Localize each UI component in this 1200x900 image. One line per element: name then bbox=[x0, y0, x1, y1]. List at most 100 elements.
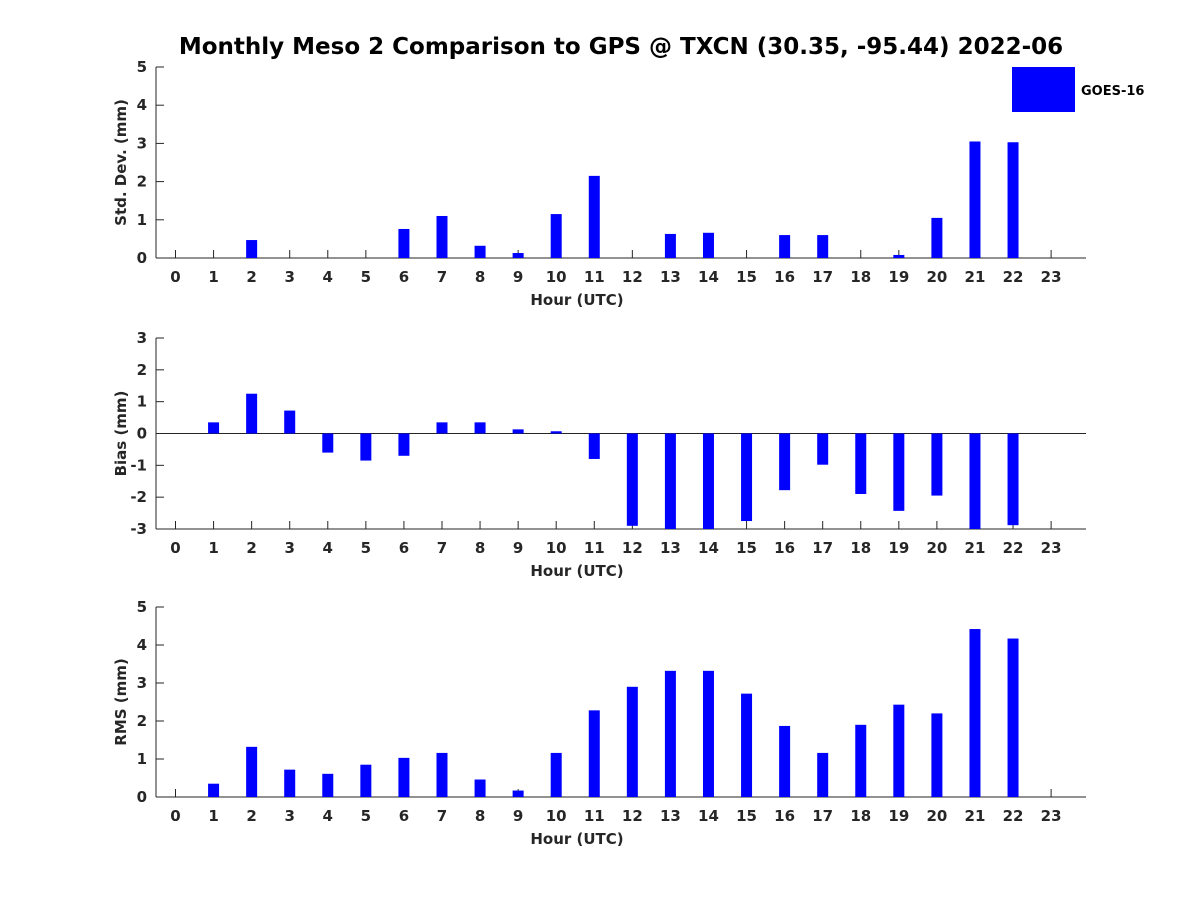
bar-hour-16 bbox=[779, 725, 791, 797]
x-tick-label: 13 bbox=[660, 807, 681, 825]
x-tick-label: 1 bbox=[208, 268, 218, 286]
x-tick-label: 0 bbox=[170, 807, 180, 825]
x-tick-label: 13 bbox=[660, 539, 681, 557]
bar-hour-9 bbox=[512, 790, 524, 797]
bar-hour-14 bbox=[702, 232, 714, 258]
x-tick-label: 17 bbox=[812, 268, 833, 286]
bar-hour-5 bbox=[360, 433, 372, 461]
y-tick-label: 0 bbox=[137, 788, 147, 806]
bar-hour-7 bbox=[436, 422, 448, 434]
bar-hour-8 bbox=[474, 779, 486, 797]
y-tick-label: 4 bbox=[137, 636, 147, 654]
bar-hour-6 bbox=[398, 228, 410, 258]
x-tick-label: 7 bbox=[437, 807, 447, 825]
chart-title: Monthly Meso 2 Comparison to GPS @ TXCN … bbox=[179, 34, 1063, 60]
bar-hour-11 bbox=[588, 175, 600, 258]
x-tick-label: 6 bbox=[399, 539, 409, 557]
x-tick-label: 20 bbox=[926, 268, 947, 286]
x-tick-label: 12 bbox=[622, 807, 643, 825]
y-tick-label: 1 bbox=[137, 393, 147, 411]
x-tick-label: 16 bbox=[774, 268, 795, 286]
legend-swatch bbox=[1012, 67, 1075, 112]
bar-hour-5 bbox=[360, 764, 372, 797]
x-tick-label: 15 bbox=[736, 268, 757, 286]
bar-hour-8 bbox=[474, 422, 486, 434]
x-tick-label: 3 bbox=[284, 539, 294, 557]
x-tick-label: 12 bbox=[622, 539, 643, 557]
x-tick-label: 6 bbox=[399, 807, 409, 825]
bar-hour-2 bbox=[246, 240, 258, 258]
x-tick-label: 19 bbox=[888, 539, 909, 557]
bar-hour-4 bbox=[322, 773, 334, 797]
bar-hour-19 bbox=[893, 433, 905, 511]
y-tick-label: -3 bbox=[130, 520, 147, 538]
bar-hour-13 bbox=[664, 670, 676, 797]
x-axis-label: Hour (UTC) bbox=[530, 562, 623, 580]
bar-hour-21 bbox=[969, 433, 981, 529]
bar-hour-10 bbox=[550, 752, 562, 797]
bar-hour-8 bbox=[474, 245, 486, 258]
bar-hour-20 bbox=[931, 433, 943, 496]
legend: GOES-16 bbox=[1012, 67, 1144, 112]
x-tick-label: 11 bbox=[584, 268, 605, 286]
x-tick-label: 4 bbox=[323, 268, 333, 286]
x-tick-label: 10 bbox=[546, 268, 567, 286]
y-tick-label: 3 bbox=[137, 134, 147, 152]
y-tick-label: 3 bbox=[137, 329, 147, 347]
bar-hour-10 bbox=[550, 214, 562, 258]
x-tick-label: 2 bbox=[246, 807, 256, 825]
x-tick-label: 14 bbox=[698, 268, 719, 286]
bar-hour-14 bbox=[702, 670, 714, 797]
bar-hour-19 bbox=[893, 254, 905, 258]
x-tick-label: 19 bbox=[888, 268, 909, 286]
bar-hour-11 bbox=[588, 433, 600, 459]
x-tick-label: 21 bbox=[965, 807, 986, 825]
x-tick-label: 23 bbox=[1041, 807, 1062, 825]
bar-hour-2 bbox=[246, 393, 258, 434]
x-tick-label: 18 bbox=[850, 268, 871, 286]
bar-hour-12 bbox=[626, 433, 638, 526]
bar-hour-18 bbox=[855, 724, 867, 797]
bar-hour-11 bbox=[588, 710, 600, 797]
bar-hour-21 bbox=[969, 629, 981, 797]
bar-hour-17 bbox=[817, 235, 829, 258]
bar-hour-14 bbox=[702, 433, 714, 529]
bar-hour-2 bbox=[246, 746, 258, 797]
x-tick-label: 12 bbox=[622, 268, 643, 286]
x-tick-label: 10 bbox=[546, 539, 567, 557]
bar-hour-13 bbox=[664, 433, 676, 529]
bar-hour-22 bbox=[1007, 433, 1019, 526]
x-tick-label: 4 bbox=[323, 807, 333, 825]
x-tick-label: 11 bbox=[584, 807, 605, 825]
bar-hour-1 bbox=[208, 783, 220, 797]
x-tick-label: 23 bbox=[1041, 268, 1062, 286]
bar-hour-7 bbox=[436, 752, 448, 797]
bar-hour-22 bbox=[1007, 142, 1019, 258]
bar-hour-17 bbox=[817, 752, 829, 797]
x-tick-label: 15 bbox=[736, 539, 757, 557]
y-tick-label: 3 bbox=[137, 674, 147, 692]
bar-hour-18 bbox=[855, 433, 867, 494]
y-tick-label: 2 bbox=[137, 361, 147, 379]
y-axis-label: Std. Dev. (mm) bbox=[112, 99, 130, 226]
x-axis-label: Hour (UTC) bbox=[530, 830, 623, 848]
bar-hour-3 bbox=[284, 410, 296, 434]
bar-hour-17 bbox=[817, 433, 829, 465]
bar-hour-13 bbox=[664, 233, 676, 258]
y-tick-label: 1 bbox=[137, 750, 147, 768]
x-tick-label: 17 bbox=[812, 807, 833, 825]
y-tick-label: 0 bbox=[137, 425, 147, 443]
x-tick-label: 4 bbox=[323, 539, 333, 557]
bar-hour-6 bbox=[398, 433, 410, 456]
x-tick-label: 0 bbox=[170, 539, 180, 557]
x-tick-label: 16 bbox=[774, 807, 795, 825]
bar-hour-1 bbox=[208, 422, 220, 434]
bar-hour-15 bbox=[741, 693, 753, 797]
bar-hour-16 bbox=[779, 235, 791, 258]
x-tick-label: 7 bbox=[437, 539, 447, 557]
bar-hour-4 bbox=[322, 433, 334, 453]
x-tick-label: 20 bbox=[926, 539, 947, 557]
x-tick-label: 17 bbox=[812, 539, 833, 557]
